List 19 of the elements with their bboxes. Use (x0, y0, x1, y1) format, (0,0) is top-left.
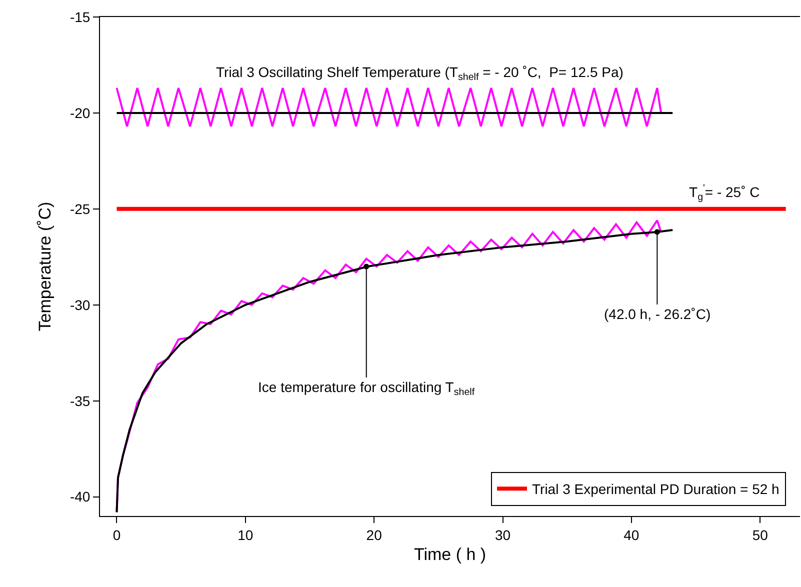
x-tick-label: 40 (624, 526, 640, 543)
y-tick-label: -20 (70, 104, 90, 121)
annotation: Trial 3 Oscillating Shelf Temperature (T$_{shelf}$ = - 20 ˚C, P= 12.5 Pa) (216, 64, 624, 83)
x-tick-label: 0 (112, 526, 121, 543)
annotation: T$_{g}$$^{'}$= - 25˚ C (689, 183, 760, 203)
legend-label: Trial 3 Experimental PD Duration = 52 h (532, 481, 780, 498)
y-tick-label: -30 (70, 296, 90, 313)
x-tick-label: 10 (238, 526, 254, 543)
y-tick-label: -40 (70, 488, 90, 505)
x-tick-label: 30 (494, 526, 511, 543)
x-axis-title: Time ( h ) (414, 545, 486, 564)
annotation: (42.0 h, - 26.2˚C) (604, 306, 711, 322)
x-tick-label: 50 (752, 526, 768, 543)
y-tick-label: -35 (70, 392, 90, 409)
x-tick-label: 20 (366, 526, 382, 543)
y-tick-label: -25 (70, 200, 90, 217)
y-tick-label: -15 (70, 8, 90, 25)
y-axis-title: Temperature (˚C) (36, 202, 55, 332)
annotation: Ice temperature for oscillating T$_{shelf}$ (258, 379, 475, 398)
